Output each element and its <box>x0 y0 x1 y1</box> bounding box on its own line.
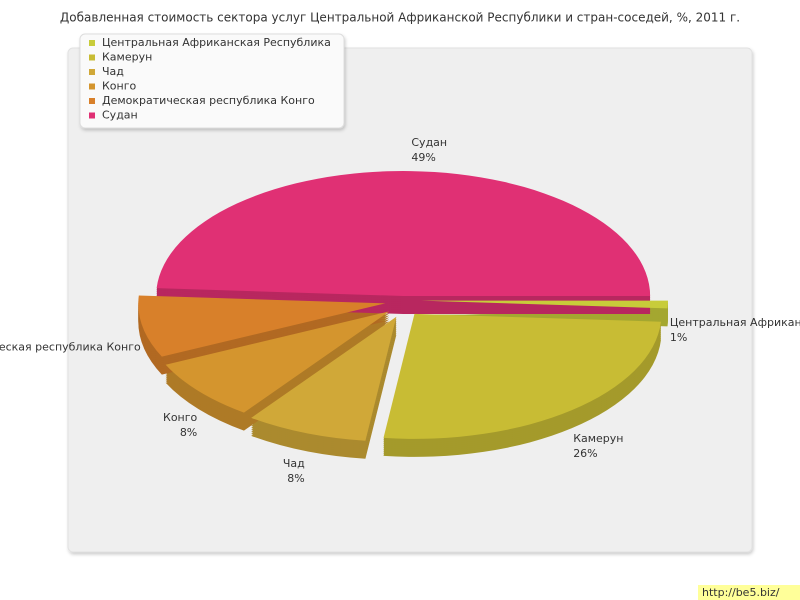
value-label: 1% <box>670 331 687 344</box>
legend-marker <box>89 54 95 61</box>
slice-label: Чад <box>283 457 305 470</box>
chart-title: Добавленная стоимость сектора услуг Цент… <box>60 11 740 25</box>
slice <box>165 311 390 413</box>
legend-label: Судан <box>102 109 138 122</box>
legend-label: Камерун <box>102 51 152 64</box>
slice-label: Конго <box>163 411 198 424</box>
value-label: 26% <box>573 447 597 460</box>
slice <box>138 295 386 357</box>
legend-label: Демократическая республика Конго <box>102 94 315 107</box>
value-label: 8% <box>287 472 304 485</box>
slice-label: Камерун <box>573 432 623 445</box>
slice-label: Судан <box>411 136 447 149</box>
legend-marker <box>89 69 95 75</box>
slice-label: Демократическая республика Конго <box>0 340 141 353</box>
legend-label: Конго <box>102 80 137 93</box>
value-label: 8% <box>180 426 197 439</box>
pie: Центральная Африканская Республика 1% Каме… <box>0 136 800 485</box>
legend-marker <box>89 98 95 104</box>
slice-label: Центральная Африканская Республика <box>670 316 800 329</box>
legend-label: Центральная Африканская Республика <box>102 36 331 49</box>
value-label: 49% <box>411 151 435 164</box>
watermark: http://be5.biz/ <box>702 586 780 599</box>
slice <box>251 316 397 441</box>
legend: Центральная Африканская Республика Камеру… <box>79 33 345 129</box>
legend-marker <box>89 112 95 119</box>
legend-marker <box>89 40 95 46</box>
legend-label: Чад <box>102 65 124 78</box>
legend-box <box>79 33 345 129</box>
watermark-box <box>698 585 800 600</box>
legend-marker <box>89 83 95 90</box>
slice <box>383 313 661 439</box>
slice <box>420 300 668 309</box>
slice <box>156 171 651 297</box>
